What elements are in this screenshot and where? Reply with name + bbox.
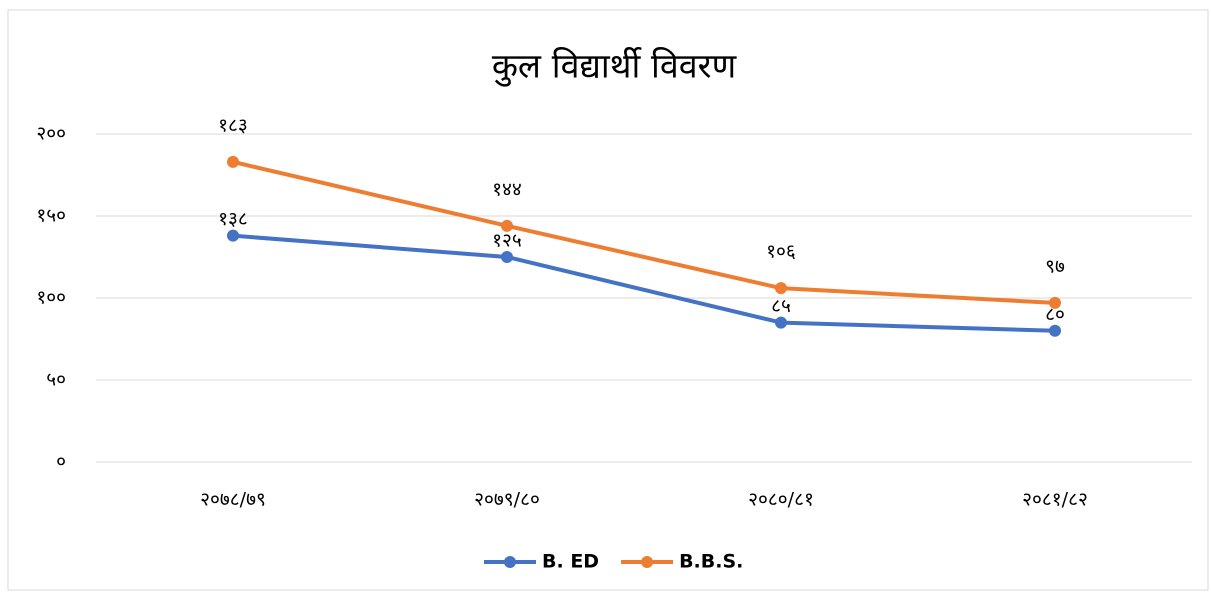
data-label: १२५ xyxy=(492,230,522,252)
data-label: ८० xyxy=(1045,303,1065,325)
legend-label: B.B.S. xyxy=(679,551,743,573)
series-line xyxy=(232,233,1056,333)
legend-marker xyxy=(641,556,654,568)
point xyxy=(1049,296,1061,309)
point xyxy=(501,251,513,263)
legend-label: B. ED xyxy=(542,551,599,573)
data-label: ८५ xyxy=(771,295,791,317)
point xyxy=(775,316,787,329)
data-label: १४४ xyxy=(492,178,522,200)
chart-title: कुल विद्यार्थी विवरण xyxy=(492,47,738,88)
y-tick-label: ५० xyxy=(46,369,66,391)
point xyxy=(227,155,239,168)
y-tick-label: १५० xyxy=(36,205,66,227)
data-label: १८३ xyxy=(218,114,248,136)
x-tick-label: २०८०/८१ xyxy=(748,489,814,511)
x-tick-label: २०७९/८० xyxy=(474,489,540,511)
point xyxy=(227,229,239,242)
legend-marker xyxy=(504,556,516,568)
data-label: १०६ xyxy=(766,241,796,263)
series-line xyxy=(232,159,1056,305)
x-tick-label: २०७८/७९ xyxy=(200,489,266,511)
y-tick-label: ० xyxy=(56,451,66,473)
y-tick-label: १०० xyxy=(36,287,66,309)
y-tick-label: २०० xyxy=(36,123,66,145)
data-label: ९७ xyxy=(1045,255,1065,277)
point xyxy=(775,282,787,295)
x-tick-label: २०८१/८२ xyxy=(1022,489,1088,511)
point xyxy=(501,219,513,232)
point xyxy=(1049,324,1061,337)
data-label: १३८ xyxy=(218,208,248,230)
